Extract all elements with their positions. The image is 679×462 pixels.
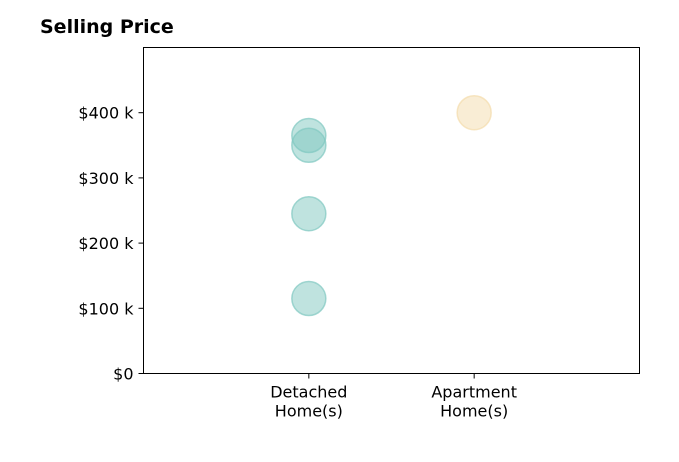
- plot-frame: [143, 47, 640, 374]
- y-tick-label: $400 k: [78, 104, 134, 123]
- data-points: [291, 94, 492, 317]
- x-axis: Detached Home(s) Apartment Home(s): [270, 373, 517, 421]
- y-tick-label: $100 k: [78, 299, 134, 318]
- data-point: [456, 94, 492, 131]
- x-tick-label: Apartment Home(s): [431, 383, 517, 421]
- data-point: [291, 196, 327, 232]
- data-point: [291, 117, 327, 154]
- y-tick-label: $300 k: [78, 169, 134, 188]
- chart-title: Selling Price: [40, 16, 174, 38]
- y-tick-label: $0: [113, 365, 133, 384]
- y-tick-label: $200 k: [78, 234, 134, 253]
- y-axis: $0 $100 k $200 k $300 k $400 k: [78, 104, 144, 384]
- x-tick-label: Detached Home(s): [270, 383, 347, 421]
- data-point: [291, 280, 327, 317]
